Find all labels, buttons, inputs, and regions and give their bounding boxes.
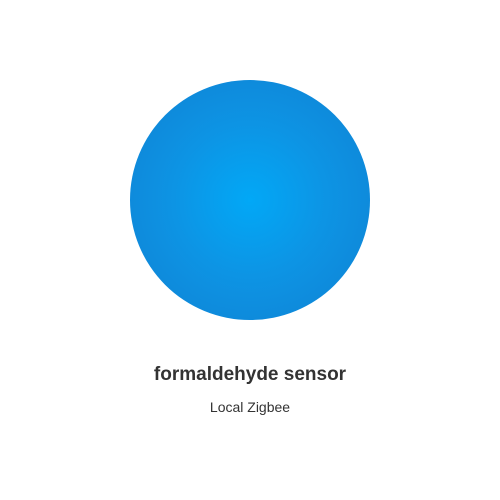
device-name: formaldehyde sensor — [153, 364, 347, 385]
device-image — [130, 80, 370, 320]
device-protocol: Local Zigbee — [209, 399, 291, 415]
